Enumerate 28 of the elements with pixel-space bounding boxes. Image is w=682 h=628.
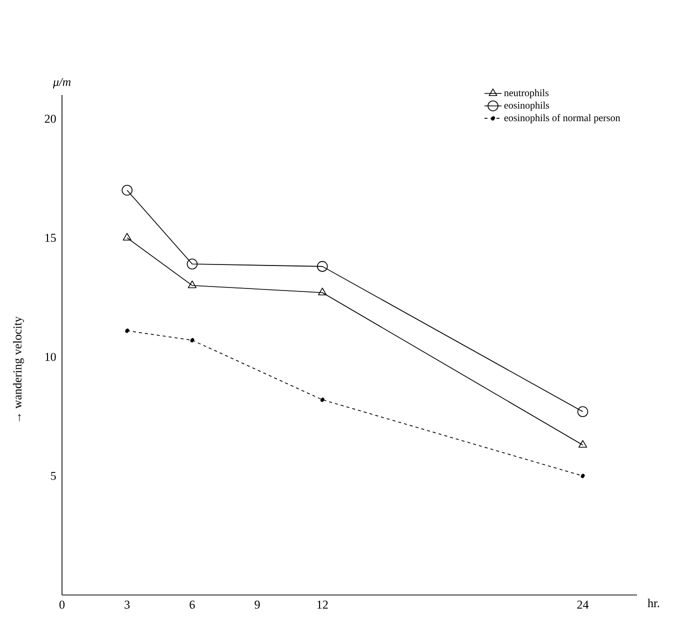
y-tick-label: 20 — [44, 114, 56, 123]
x-tick-label: 12 — [317, 600, 328, 609]
x-tick-label: 6 — [190, 600, 195, 609]
point — [580, 474, 585, 478]
point — [122, 232, 132, 240]
x-tick-label: 0 — [59, 600, 65, 609]
point — [122, 184, 132, 196]
point — [578, 440, 588, 448]
point — [188, 280, 196, 288]
x-axis-title: hr. — [648, 598, 660, 608]
legend-label: eosinophils of normal person — [504, 114, 620, 124]
point — [316, 261, 328, 272]
x-tick-label: 3 — [124, 600, 130, 609]
point — [124, 328, 130, 333]
y-tick-label: 5 — [51, 472, 56, 480]
y-tick-label: 10 — [45, 352, 56, 361]
text: μ/m — [52, 78, 71, 88]
y-tick-label: 15 — [45, 234, 56, 242]
point — [186, 258, 198, 270]
x-tick-label: 9 — [254, 600, 260, 609]
x-tick-label: 24 — [577, 600, 589, 609]
point — [190, 338, 194, 342]
y-axis-title: → wandering velocity — [13, 316, 24, 422]
point — [320, 398, 325, 402]
point — [577, 406, 588, 418]
point — [318, 288, 327, 296]
legend-label: neutrophils — [504, 89, 549, 98]
legend-label: eosinophils — [504, 102, 550, 111]
